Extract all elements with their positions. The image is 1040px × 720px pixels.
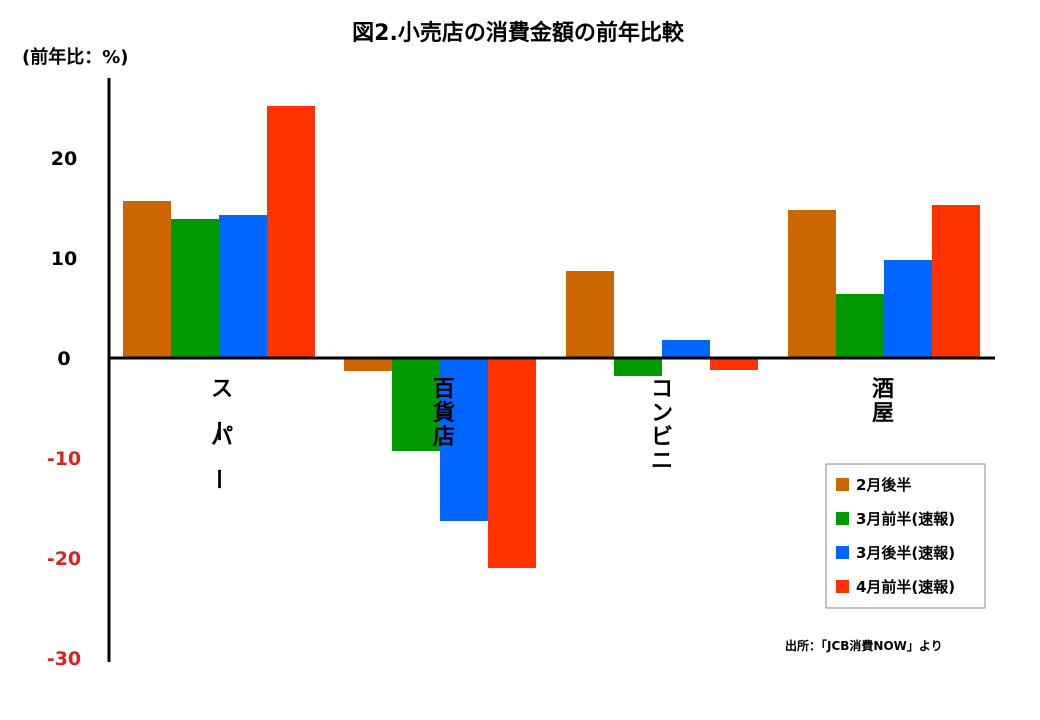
legend-label: 3月後半(速報) — [856, 544, 955, 562]
category-label-char: ー — [205, 420, 230, 442]
bar — [884, 260, 932, 358]
y-tick-label: -30 — [47, 648, 81, 670]
bar — [392, 358, 440, 451]
category-label-char: 屋 — [872, 401, 894, 426]
category-label-char: ー — [205, 468, 230, 490]
bar — [614, 358, 662, 376]
category-label-char: ス — [211, 377, 233, 402]
category-label: 酒屋 — [872, 377, 894, 426]
category-label-char: コ — [651, 377, 673, 402]
legend-label: 2月後半 — [856, 476, 911, 494]
category-label: 百貨店 — [433, 377, 455, 450]
bar — [171, 219, 219, 358]
y-tick-label: 20 — [51, 148, 77, 170]
legend-label: 3月前半(速報) — [856, 510, 955, 528]
source-note: 出所：「JCB消費NOW」より — [785, 638, 943, 653]
bar — [662, 340, 710, 358]
category-label-char: パ — [211, 425, 233, 450]
legend-swatch — [836, 546, 849, 559]
bar — [788, 210, 836, 358]
bar — [123, 201, 171, 358]
category-label-char: 酒 — [872, 377, 894, 402]
y-tick-label: -10 — [47, 448, 81, 470]
bars — [123, 106, 980, 568]
category-label-char: ン — [651, 401, 673, 426]
category-label: スーパー — [205, 377, 233, 490]
legend: 2月後半 3月前半(速報) 3月後半(速報) 4月前半(速報) — [825, 463, 986, 609]
bar — [488, 358, 536, 568]
category-label-char: 店 — [433, 425, 455, 450]
bar — [440, 358, 488, 521]
bar — [932, 205, 980, 358]
legend-box — [825, 463, 986, 609]
category-label: コンビニ — [651, 377, 673, 474]
y-axis-ticks: 20 10 0 -10 -20 -30 — [47, 148, 81, 670]
legend-swatch — [836, 478, 849, 491]
category-label-char: 百 — [433, 377, 455, 402]
chart-title: 図2.小売店の消費金額の前年比較 — [352, 20, 685, 46]
bar — [219, 215, 267, 358]
category-label-char: 貨 — [433, 400, 455, 426]
legend-label: 4月前半(速報) — [856, 578, 955, 596]
category-label-char: ビ — [651, 425, 673, 450]
legend-swatch — [836, 512, 849, 525]
legend-swatch — [836, 580, 849, 593]
y-tick-label: -20 — [47, 548, 81, 570]
category-label-char: ニ — [651, 449, 673, 474]
bar — [344, 358, 392, 371]
bar — [267, 106, 315, 358]
bar — [836, 294, 884, 358]
bar — [566, 271, 614, 358]
y-tick-label: 0 — [57, 348, 70, 370]
y-axis-unit-label: (前年比：%) — [22, 46, 129, 68]
y-tick-label: 10 — [51, 248, 77, 270]
bar — [710, 358, 758, 370]
